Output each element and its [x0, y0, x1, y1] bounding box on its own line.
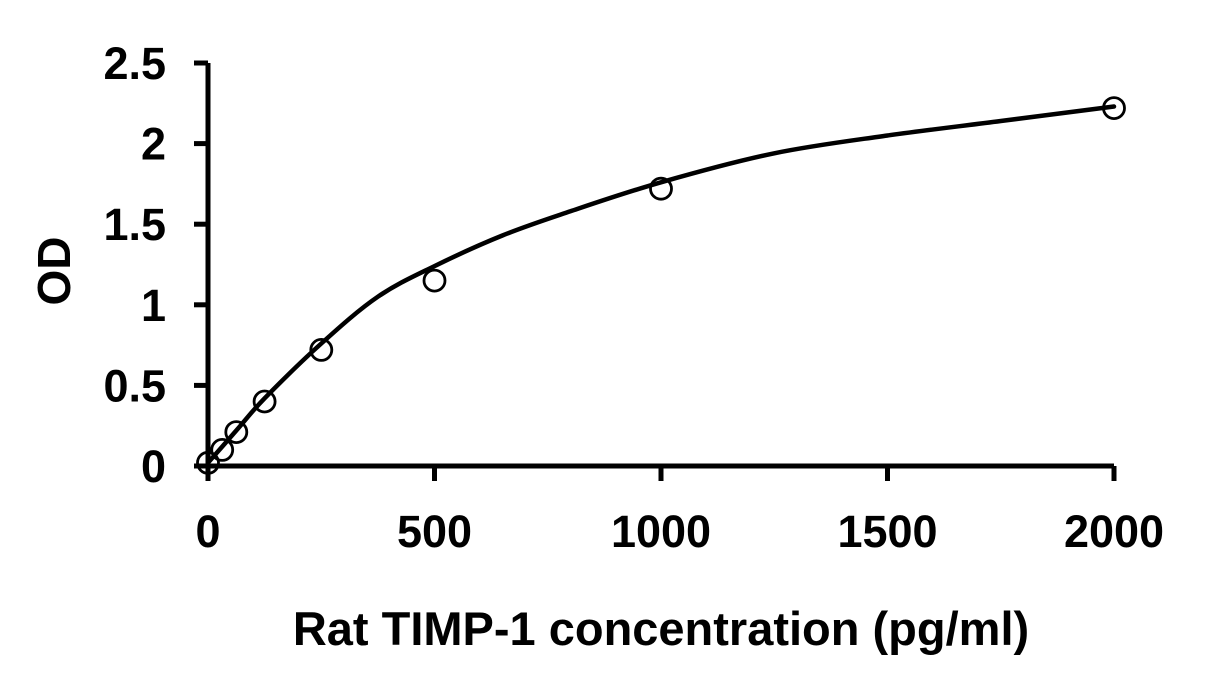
x-axis-tick-labels: 0 500 1000 1500 2000 [195, 506, 1164, 557]
data-point-markers [196, 96, 1126, 475]
data-point-marker [252, 389, 277, 414]
fitted-curve-line [205, 104, 1117, 466]
data-point-marker [1102, 96, 1126, 120]
y-tick-label: 0 [141, 441, 166, 492]
data-point-marker [309, 337, 334, 362]
y-tick-label: 1 [141, 280, 166, 331]
data-point-marker [224, 420, 249, 445]
x-tick-label: 1000 [611, 506, 711, 557]
y-tick-label: 2.5 [103, 38, 166, 89]
x-tick-label: 1500 [837, 506, 937, 557]
x-tick-label: 2000 [1064, 506, 1164, 557]
y-axis-title: OD [28, 237, 80, 306]
data-point-marker [210, 437, 235, 462]
x-tick-label: 0 [195, 506, 220, 557]
data-point-marker [422, 268, 447, 293]
x-tick-label: 500 [397, 506, 472, 557]
y-axis-tick-labels: 0 0.5 1 1.5 2 2.5 [103, 38, 166, 492]
y-tick-label: 1.5 [103, 199, 166, 250]
x-axis-ticks [205, 466, 1117, 481]
x-axis-title: Rat TIMP-1 concentration (pg/ml) [293, 602, 1029, 655]
y-tick-label: 2 [141, 119, 166, 170]
data-point-marker [649, 176, 673, 201]
y-tick-label: 0.5 [103, 360, 166, 411]
